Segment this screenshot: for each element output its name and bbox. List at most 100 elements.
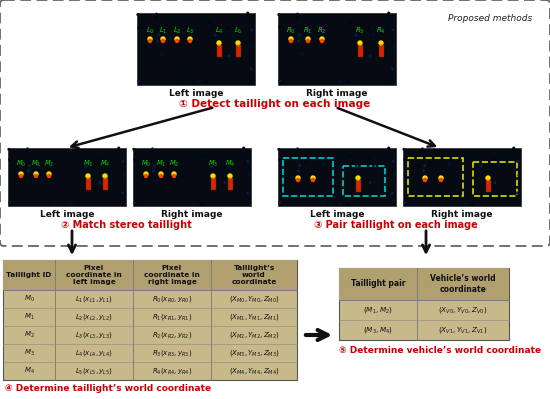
Circle shape bbox=[311, 178, 315, 182]
Circle shape bbox=[247, 12, 249, 14]
Circle shape bbox=[430, 161, 431, 163]
Circle shape bbox=[324, 201, 326, 203]
Circle shape bbox=[34, 172, 38, 176]
Circle shape bbox=[518, 174, 520, 176]
Text: $\mathit{M}_3$: $\mathit{M}_3$ bbox=[24, 348, 35, 358]
Circle shape bbox=[47, 172, 51, 176]
Circle shape bbox=[323, 32, 324, 34]
Circle shape bbox=[296, 148, 298, 150]
Circle shape bbox=[495, 159, 497, 160]
Circle shape bbox=[372, 165, 374, 166]
Text: $(M_1, M_2)$: $(M_1, M_2)$ bbox=[363, 305, 393, 315]
Circle shape bbox=[214, 35, 216, 36]
Circle shape bbox=[321, 81, 323, 82]
Circle shape bbox=[182, 32, 184, 34]
Circle shape bbox=[424, 165, 426, 166]
Circle shape bbox=[228, 55, 230, 57]
Text: ③ Pair taillight on each image: ③ Pair taillight on each image bbox=[314, 220, 478, 230]
Bar bbox=[378, 45, 383, 57]
Circle shape bbox=[54, 201, 56, 203]
Text: $M_1$: $M_1$ bbox=[31, 159, 41, 169]
Circle shape bbox=[138, 26, 140, 28]
Circle shape bbox=[251, 29, 252, 31]
Circle shape bbox=[241, 152, 243, 154]
Text: $(M_3, M_4)$: $(M_3, M_4)$ bbox=[363, 325, 393, 335]
Bar bbox=[339, 268, 509, 300]
Circle shape bbox=[355, 165, 357, 167]
Text: $M_4$: $M_4$ bbox=[100, 159, 110, 169]
Circle shape bbox=[289, 37, 293, 41]
Bar bbox=[358, 45, 362, 57]
Circle shape bbox=[317, 156, 318, 157]
Text: $L_2(x_{L2}, y_{L2})$: $L_2(x_{L2}, y_{L2})$ bbox=[75, 312, 113, 322]
Bar bbox=[217, 45, 222, 57]
Circle shape bbox=[448, 163, 450, 164]
Circle shape bbox=[368, 159, 370, 160]
Circle shape bbox=[99, 182, 101, 184]
Text: $R_4$: $R_4$ bbox=[376, 26, 386, 36]
Circle shape bbox=[299, 34, 300, 36]
Circle shape bbox=[158, 34, 160, 36]
Text: $(X_{M2},Y_{M2},Z_{M2})$: $(X_{M2},Y_{M2},Z_{M2})$ bbox=[229, 330, 279, 340]
Circle shape bbox=[355, 35, 357, 36]
Circle shape bbox=[211, 174, 215, 178]
Circle shape bbox=[292, 176, 293, 178]
Text: $\mathit{M}_2$: $\mathit{M}_2$ bbox=[24, 330, 34, 340]
Circle shape bbox=[35, 161, 36, 163]
Circle shape bbox=[404, 159, 405, 160]
Circle shape bbox=[427, 180, 428, 182]
Circle shape bbox=[79, 155, 81, 157]
Text: $L_4(x_{L4}, y_{L4})$: $L_4(x_{L4}, y_{L4})$ bbox=[75, 348, 113, 358]
Circle shape bbox=[317, 22, 318, 24]
Text: Left image: Left image bbox=[169, 89, 223, 98]
Bar bbox=[486, 180, 491, 192]
Circle shape bbox=[175, 37, 179, 41]
Circle shape bbox=[279, 26, 280, 28]
Circle shape bbox=[289, 40, 293, 43]
Text: $(X_{M1},Y_{M1},Z_{M1})$: $(X_{M1},Y_{M1},Z_{M1})$ bbox=[229, 312, 279, 322]
Circle shape bbox=[103, 165, 104, 166]
Bar bbox=[343, 166, 385, 196]
Circle shape bbox=[172, 172, 176, 176]
Circle shape bbox=[9, 159, 10, 160]
Bar bbox=[102, 178, 107, 190]
Text: $R_0(x_{R0}, y_{R0})$: $R_0(x_{R0}, y_{R0})$ bbox=[152, 294, 192, 304]
Bar bbox=[228, 178, 233, 190]
Circle shape bbox=[369, 55, 371, 57]
Circle shape bbox=[517, 161, 519, 162]
Text: Taillight ID: Taillight ID bbox=[7, 272, 52, 278]
Circle shape bbox=[404, 202, 405, 203]
Circle shape bbox=[296, 178, 300, 182]
Bar bbox=[133, 148, 251, 206]
Circle shape bbox=[8, 148, 10, 150]
Circle shape bbox=[32, 180, 34, 182]
Circle shape bbox=[178, 163, 180, 164]
Circle shape bbox=[349, 155, 351, 157]
Text: $M_2$: $M_2$ bbox=[44, 159, 54, 169]
Bar bbox=[339, 268, 509, 340]
Circle shape bbox=[466, 155, 468, 157]
Circle shape bbox=[323, 163, 324, 164]
Text: $L_5(x_{L5}, y_{L5})$: $L_5(x_{L5}, y_{L5})$ bbox=[75, 366, 113, 376]
Text: Right image: Right image bbox=[306, 89, 368, 98]
Circle shape bbox=[208, 24, 210, 26]
Circle shape bbox=[179, 201, 180, 203]
Circle shape bbox=[188, 37, 192, 41]
Text: $R_1(x_{R1}, y_{R1})$: $R_1(x_{R1}, y_{R1})$ bbox=[152, 312, 192, 322]
Circle shape bbox=[388, 147, 389, 149]
Circle shape bbox=[122, 161, 124, 162]
Text: $L_5$: $L_5$ bbox=[234, 26, 243, 36]
Circle shape bbox=[134, 202, 135, 203]
Text: $R_0$: $R_0$ bbox=[286, 26, 296, 36]
Circle shape bbox=[447, 202, 448, 204]
Circle shape bbox=[225, 159, 227, 160]
Circle shape bbox=[388, 12, 389, 14]
Circle shape bbox=[211, 165, 212, 167]
Circle shape bbox=[173, 174, 175, 178]
Circle shape bbox=[206, 82, 207, 83]
Bar bbox=[355, 180, 360, 192]
Circle shape bbox=[498, 165, 499, 166]
Circle shape bbox=[341, 22, 343, 24]
Circle shape bbox=[69, 203, 70, 205]
Circle shape bbox=[279, 82, 281, 84]
